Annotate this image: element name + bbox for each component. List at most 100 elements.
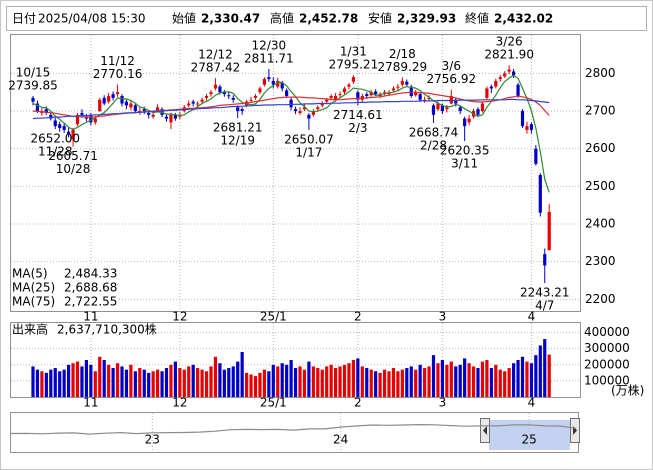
annotation-date: 2/28 [420,138,447,152]
volume-bar [209,366,213,397]
annotation-value: 2789.29 [378,60,428,74]
candle-body [409,86,413,96]
y-tick-label: 400000 [584,325,630,339]
volume-bar [516,360,520,397]
y-tick-label: 2200 [585,292,616,306]
volume-bar [507,368,511,397]
volume-bar [196,368,200,397]
candle-body [249,99,253,101]
candle-body [253,95,258,98]
candle-body [365,94,369,96]
volume-bar [498,369,502,397]
candle-body [124,101,129,106]
volume-bar [138,368,142,397]
candle-body [529,124,533,130]
y-tick-label: 100000 [584,373,630,387]
annotation-value: 2681.21 [213,121,263,135]
annotation-date: 2/3 [348,121,367,135]
candle-body [440,105,444,112]
y-tick-label: 2800 [585,66,616,80]
candle-body [236,107,240,112]
annotation-date: 2/18 [389,47,416,61]
candle-body [200,99,204,102]
candle-body [405,81,409,85]
volume-bar [271,364,275,397]
volume-bar [227,368,231,397]
candle-body [196,103,200,105]
candle-body [44,109,48,113]
header-label: 日付 [12,12,36,26]
x-tick-label: 3 [439,310,447,324]
candle-body [418,94,422,100]
legend-value: 2,688.68 [64,281,117,295]
volume-bar [418,364,422,397]
navigator-label: 25 [521,433,536,447]
volume-bar [378,372,382,397]
volume-bar [489,368,493,397]
legend-name: MA(25) [12,281,55,295]
candle-body [53,120,57,127]
candle-body [293,109,298,112]
volume-bar [187,366,191,397]
candle-body [369,92,373,96]
volume-bar [414,369,418,397]
x-tick-label: 12 [172,396,187,410]
volume-bar [342,364,347,397]
candle-body [164,116,169,119]
candle-body [111,94,115,98]
volume-bar [485,360,489,397]
volume-bar [320,369,324,397]
candle-body [31,97,35,102]
candle-body [262,79,266,85]
candle-body [129,103,133,108]
candle-body [543,254,547,266]
ma-line [32,98,550,120]
annotation-date: 1/31 [340,45,367,59]
x-tick-label: 25/1 [260,396,287,410]
candle-body [147,112,151,115]
candle-body [480,103,485,112]
volume-bar [471,366,476,397]
volume-bar [525,361,529,397]
annotation-date: 12/19 [220,134,255,148]
candle-body [80,112,84,115]
candle-body [285,90,289,96]
volume-bar [316,368,320,397]
volume-bar [360,366,364,397]
annotation-date: 3/26 [496,35,523,49]
volume-bar [102,360,106,397]
navigator-line [10,423,577,435]
annotation-date: 1/17 [295,145,322,159]
y-tick-label: 2400 [585,217,616,231]
volume-bar [35,369,40,397]
annotation-date: 4/7 [535,299,554,313]
volume-bar [156,369,160,397]
candle-body [342,88,347,93]
volume-bar [218,363,222,397]
volume-bar [80,366,84,397]
header-field-value: 2,452.78 [299,12,358,26]
candle-body [169,114,173,123]
volume-bar [111,368,115,397]
volume-bar [289,360,293,397]
candle-body [302,107,307,110]
annotation-date: 12/30 [252,38,287,52]
volume-bar [338,366,342,397]
volume-bar [356,358,360,397]
volume-bar [200,369,204,397]
volume-bar [49,369,53,397]
annotation-value: 2811.71 [244,51,294,65]
volume-bar [142,369,146,397]
volume-bar [253,376,258,397]
handle-arrow [483,426,487,435]
volume-bar [405,368,409,397]
volume-bar [302,369,307,397]
volume-bar [249,374,253,397]
candle-body [115,92,120,95]
candle-body [436,103,440,110]
candle-body [494,80,498,87]
candle-body [449,95,453,104]
volume-bar [382,369,387,397]
candle-body [445,107,449,110]
